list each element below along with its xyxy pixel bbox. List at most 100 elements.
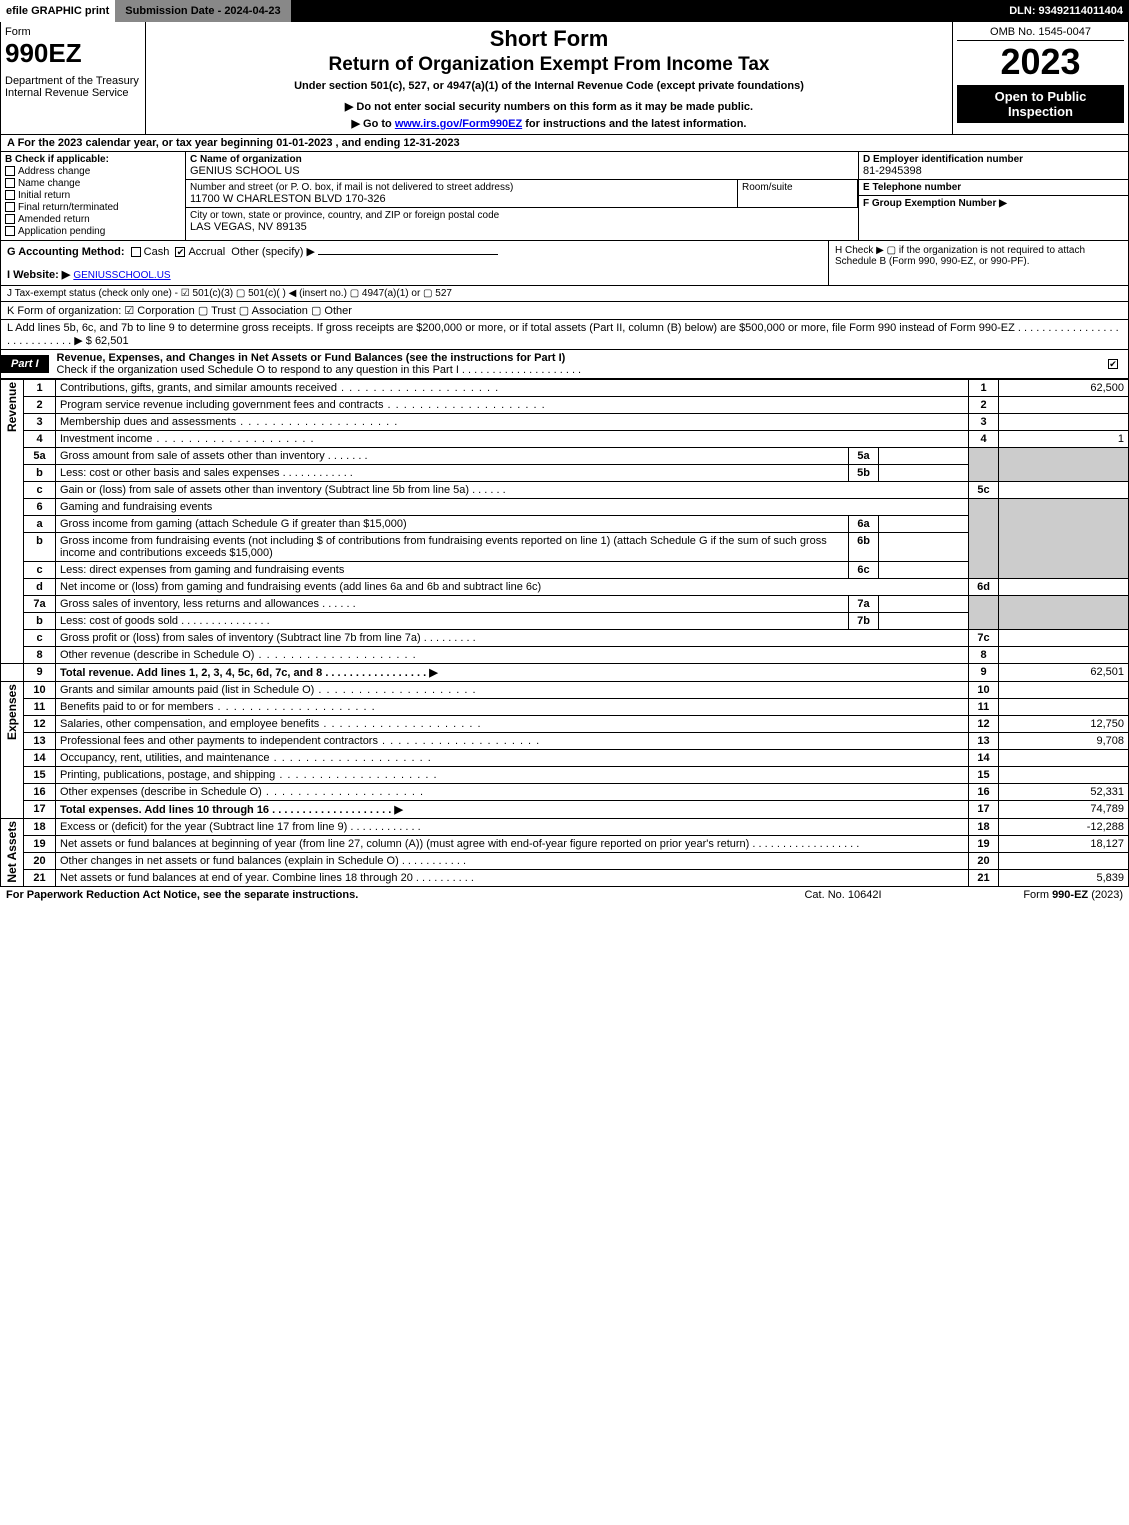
- ein-label: D Employer identification number: [863, 154, 1124, 165]
- cb-name-change[interactable]: Name change: [5, 178, 181, 189]
- city-label: City or town, state or province, country…: [190, 210, 854, 221]
- cb-initial-return[interactable]: Initial return: [5, 190, 181, 201]
- tax-year: 2023: [957, 41, 1124, 83]
- goto-post: for instructions and the latest informat…: [522, 118, 746, 130]
- cb-final-return[interactable]: Final return/terminated: [5, 202, 181, 213]
- amt-12: 12,750: [999, 716, 1129, 733]
- sub-6b: [879, 533, 969, 562]
- cb-application-pending[interactable]: Application pending: [5, 226, 181, 237]
- ssn-note: ▶ Do not enter social security numbers o…: [150, 100, 948, 113]
- section-c: C Name of organization GENIUS SCHOOL US …: [186, 152, 858, 240]
- irs-link[interactable]: www.irs.gov/Form990EZ: [395, 118, 522, 130]
- amt-13: 9,708: [999, 733, 1129, 750]
- amt-3: [999, 414, 1129, 431]
- amt-1: 62,500: [999, 380, 1129, 397]
- amt-17: 74,789: [999, 801, 1129, 819]
- goto-note: ▶ Go to www.irs.gov/Form990EZ for instru…: [150, 117, 948, 130]
- part1-check-line: Check if the organization used Schedule …: [57, 364, 582, 376]
- row-l-text: L Add lines 5b, 6c, and 7b to line 9 to …: [7, 322, 1119, 347]
- row-a: A For the 2023 calendar year, or tax yea…: [0, 135, 1129, 152]
- addr-value: 11700 W CHARLESTON BLVD 170-326: [190, 193, 733, 205]
- ein-value: 81-2945398: [863, 165, 1124, 177]
- city-value: LAS VEGAS, NV 89135: [190, 221, 854, 233]
- department-label: Department of the Treasury Internal Reve…: [5, 75, 141, 99]
- addr-label: Number and street (or P. O. box, if mail…: [190, 182, 733, 193]
- amt-14: [999, 750, 1129, 767]
- cb-amended-return[interactable]: Amended return: [5, 214, 181, 225]
- efile-label: efile GRAPHIC print: [0, 0, 115, 22]
- row-l-amount: 62,501: [95, 335, 129, 347]
- section-bcd: B Check if applicable: Address change Na…: [0, 152, 1129, 241]
- side-expenses: Expenses: [5, 684, 19, 740]
- footer-right: Form 990-EZ (2023): [943, 889, 1123, 901]
- sub-5b: [879, 465, 969, 482]
- amt-20: [999, 853, 1129, 870]
- header-left: Form 990EZ Department of the Treasury In…: [1, 22, 146, 134]
- amt-18: -12,288: [999, 819, 1129, 836]
- cb-accrual[interactable]: [175, 247, 185, 257]
- amt-7c: [999, 630, 1129, 647]
- amt-11: [999, 699, 1129, 716]
- spacer: [291, 0, 1004, 22]
- org-name-label: C Name of organization: [190, 154, 854, 165]
- submission-date: Submission Date - 2024-04-23: [115, 0, 290, 22]
- sub-5a: [879, 448, 969, 465]
- lines-table: Revenue 1 Contributions, gifts, grants, …: [0, 379, 1129, 887]
- amt-5c: [999, 482, 1129, 499]
- amt-16: 52,331: [999, 784, 1129, 801]
- part1-header: Part I Revenue, Expenses, and Changes in…: [0, 350, 1129, 379]
- room-label: Room/suite: [742, 182, 853, 193]
- form-number: 990EZ: [5, 38, 141, 69]
- amt-8: [999, 647, 1129, 664]
- sub-6c: [879, 562, 969, 579]
- row-l: L Add lines 5b, 6c, and 7b to line 9 to …: [0, 320, 1129, 350]
- open-inspection: Open to Public Inspection: [957, 85, 1124, 123]
- short-form-title: Short Form: [150, 26, 948, 52]
- side-revenue: Revenue: [5, 382, 19, 432]
- group-exemption-label: F Group Exemption Number ▶: [863, 198, 1124, 209]
- other-specify-line: [318, 254, 498, 255]
- goto-pre: ▶ Go to: [352, 118, 395, 130]
- return-title: Return of Organization Exempt From Incom…: [150, 54, 948, 76]
- footer-center: Cat. No. 10642I: [743, 889, 943, 901]
- row-k: K Form of organization: ☑ Corporation ▢ …: [0, 302, 1129, 320]
- dln-label: DLN: 93492114011404: [1003, 0, 1129, 22]
- section-b: B Check if applicable: Address change Na…: [1, 152, 186, 240]
- part1-checkbox[interactable]: [1108, 359, 1118, 369]
- cb-address-change[interactable]: Address change: [5, 166, 181, 177]
- amt-4: 1: [999, 431, 1129, 448]
- header-right: OMB No. 1545-0047 2023 Open to Public In…: [953, 22, 1128, 134]
- under-section: Under section 501(c), 527, or 4947(a)(1)…: [150, 80, 948, 92]
- cb-cash[interactable]: [131, 247, 141, 257]
- header-center: Short Form Return of Organization Exempt…: [146, 22, 953, 134]
- footer-left: For Paperwork Reduction Act Notice, see …: [6, 889, 743, 901]
- amt-6d: [999, 579, 1129, 596]
- sub-7a: [879, 596, 969, 613]
- amt-19: 18,127: [999, 836, 1129, 853]
- i-label: I Website: ▶: [7, 269, 70, 281]
- amt-15: [999, 767, 1129, 784]
- side-net-assets: Net Assets: [5, 821, 19, 883]
- website-link[interactable]: GENIUSSCHOOL.US: [73, 270, 170, 281]
- tel-label: E Telephone number: [863, 182, 1124, 193]
- org-name: GENIUS SCHOOL US: [190, 165, 854, 177]
- page-footer: For Paperwork Reduction Act Notice, see …: [0, 887, 1129, 903]
- form-header: Form 990EZ Department of the Treasury In…: [0, 22, 1129, 135]
- amt-2: [999, 397, 1129, 414]
- top-bar: efile GRAPHIC print Submission Date - 20…: [0, 0, 1129, 22]
- row-h: H Check ▶ ▢ if the organization is not r…: [828, 241, 1128, 285]
- amt-9: 62,501: [999, 664, 1129, 682]
- sub-6a: [879, 516, 969, 533]
- form-word: Form: [5, 26, 141, 38]
- sub-7b: [879, 613, 969, 630]
- part1-title: Revenue, Expenses, and Changes in Net As…: [57, 350, 1108, 378]
- g-label: G Accounting Method:: [7, 246, 125, 258]
- row-g: G Accounting Method: Cash Accrual Other …: [1, 241, 828, 285]
- section-b-title: B Check if applicable:: [5, 154, 181, 165]
- part1-tag: Part I: [1, 355, 49, 373]
- row-gh: G Accounting Method: Cash Accrual Other …: [0, 241, 1129, 286]
- section-def: D Employer identification number 81-2945…: [858, 152, 1128, 240]
- omb-number: OMB No. 1545-0047: [957, 26, 1124, 41]
- amt-21: 5,839: [999, 870, 1129, 887]
- row-j: J Tax-exempt status (check only one) - ☑…: [0, 286, 1129, 302]
